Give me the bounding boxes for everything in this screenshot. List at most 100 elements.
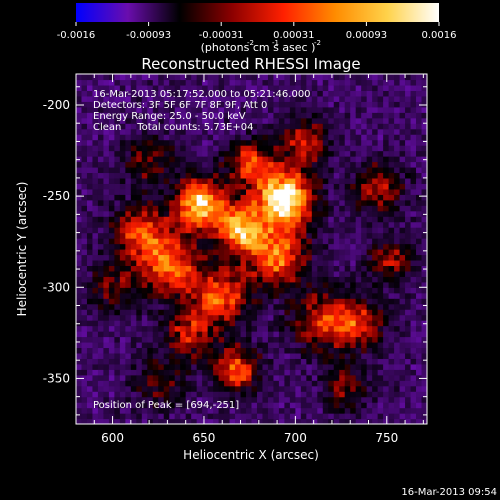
heatmap-cell bbox=[262, 265, 269, 272]
heatmap-cell bbox=[147, 259, 154, 267]
heatmap-cell bbox=[311, 123, 318, 130]
heatmap-cell bbox=[86, 216, 94, 223]
heatmap-cell bbox=[147, 270, 154, 277]
heatmap-cell bbox=[317, 259, 324, 267]
heatmap-cell bbox=[180, 183, 187, 190]
heatmap-cell bbox=[136, 106, 143, 113]
heatmap-cell bbox=[251, 90, 258, 97]
heatmap-cell bbox=[119, 309, 126, 316]
heatmap-cell bbox=[136, 287, 143, 294]
heatmap-cell bbox=[322, 172, 329, 179]
heatmap-cell bbox=[399, 145, 406, 152]
heatmap-cell bbox=[355, 407, 362, 414]
heatmap-cell bbox=[399, 391, 406, 398]
heatmap-cell bbox=[317, 363, 324, 370]
heatmap-cell bbox=[174, 199, 181, 206]
heatmap-cell bbox=[185, 188, 192, 195]
heatmap-cell bbox=[383, 270, 390, 277]
heatmap-cell bbox=[141, 117, 148, 124]
heatmap-cell bbox=[202, 363, 209, 370]
heatmap-cell bbox=[196, 314, 203, 321]
heatmap-cell bbox=[125, 380, 132, 387]
heatmap-cell bbox=[141, 139, 148, 146]
heatmap-cell bbox=[251, 325, 258, 332]
heatmap-cell bbox=[158, 325, 165, 332]
heatmap-cell bbox=[388, 166, 395, 174]
heatmap-cell bbox=[322, 413, 329, 420]
heatmap-cell bbox=[163, 336, 170, 343]
heatmap-cell bbox=[366, 243, 373, 250]
heatmap-cell bbox=[267, 177, 275, 184]
heatmap-cell bbox=[311, 139, 318, 146]
heatmap-cell bbox=[174, 238, 181, 245]
heatmap-cell bbox=[333, 194, 340, 201]
heatmap-cell bbox=[163, 112, 170, 119]
heatmap-cell bbox=[229, 292, 236, 299]
heatmap-cell bbox=[333, 369, 340, 376]
heatmap-cell bbox=[322, 292, 329, 299]
heatmap-cell bbox=[218, 385, 225, 392]
heatmap-cell bbox=[289, 341, 296, 349]
x-tick-label: 600 bbox=[101, 431, 124, 445]
heatmap-cell bbox=[174, 276, 181, 283]
heatmap-cell bbox=[289, 112, 296, 119]
heatmap-cell bbox=[76, 188, 83, 195]
heatmap-cell bbox=[97, 106, 105, 113]
heatmap-cell bbox=[185, 90, 192, 97]
heatmap-cell bbox=[256, 101, 264, 108]
heatmap-cell bbox=[103, 74, 110, 81]
heatmap-cell bbox=[295, 336, 302, 343]
heatmap-cell bbox=[256, 156, 264, 163]
heatmap-cell bbox=[289, 145, 296, 152]
heatmap-cell bbox=[169, 172, 176, 179]
heatmap-cell bbox=[399, 385, 406, 392]
heatmap-cell bbox=[136, 254, 143, 261]
heatmap-cell bbox=[284, 254, 291, 261]
heatmap-cell bbox=[350, 145, 357, 152]
heatmap-cell bbox=[103, 232, 110, 239]
heatmap-cell bbox=[383, 106, 390, 113]
heatmap-cell bbox=[388, 84, 395, 92]
heatmap-cell bbox=[284, 95, 291, 102]
heatmap-cell bbox=[158, 336, 165, 343]
heatmap-cell bbox=[174, 418, 181, 424]
heatmap-cell bbox=[207, 172, 214, 179]
heatmap-cell bbox=[366, 145, 373, 152]
heatmap-cell bbox=[267, 205, 275, 212]
heatmap-cell bbox=[383, 166, 390, 174]
heatmap-cell bbox=[229, 134, 236, 141]
heatmap-cell bbox=[339, 363, 346, 370]
heatmap-cell bbox=[322, 112, 329, 119]
heatmap-cell bbox=[372, 101, 379, 108]
heatmap-cell bbox=[114, 374, 121, 381]
heatmap-cell bbox=[202, 270, 209, 277]
heatmap-cell bbox=[130, 74, 137, 81]
heatmap-cell bbox=[416, 254, 423, 261]
heatmap-cell bbox=[224, 341, 231, 349]
heatmap-cell bbox=[185, 194, 192, 201]
heatmap-cell bbox=[399, 303, 406, 310]
heatmap-cell bbox=[317, 374, 324, 381]
heatmap-cell bbox=[147, 106, 154, 113]
heatmap-cell bbox=[108, 188, 115, 195]
heatmap-cell bbox=[322, 385, 329, 392]
heatmap-cell bbox=[399, 276, 406, 283]
heatmap-cell bbox=[180, 309, 187, 316]
heatmap-cell bbox=[361, 101, 368, 108]
heatmap-cell bbox=[355, 112, 362, 119]
heatmap-cell bbox=[322, 183, 329, 190]
heatmap-cell bbox=[421, 188, 427, 195]
heatmap-cell bbox=[213, 238, 220, 245]
heatmap-cell bbox=[322, 216, 329, 223]
heatmap-cell bbox=[240, 166, 247, 174]
heatmap-cell bbox=[394, 205, 401, 212]
heatmap-cell bbox=[114, 139, 121, 146]
heatmap-cell bbox=[416, 380, 423, 387]
heatmap-cell bbox=[399, 369, 406, 376]
heatmap-cell bbox=[103, 123, 110, 130]
heatmap-cell bbox=[103, 287, 110, 294]
heatmap-cell bbox=[97, 380, 105, 387]
heatmap-cell bbox=[169, 227, 176, 234]
heatmap-cell bbox=[169, 402, 176, 409]
heatmap-cell bbox=[114, 134, 121, 141]
